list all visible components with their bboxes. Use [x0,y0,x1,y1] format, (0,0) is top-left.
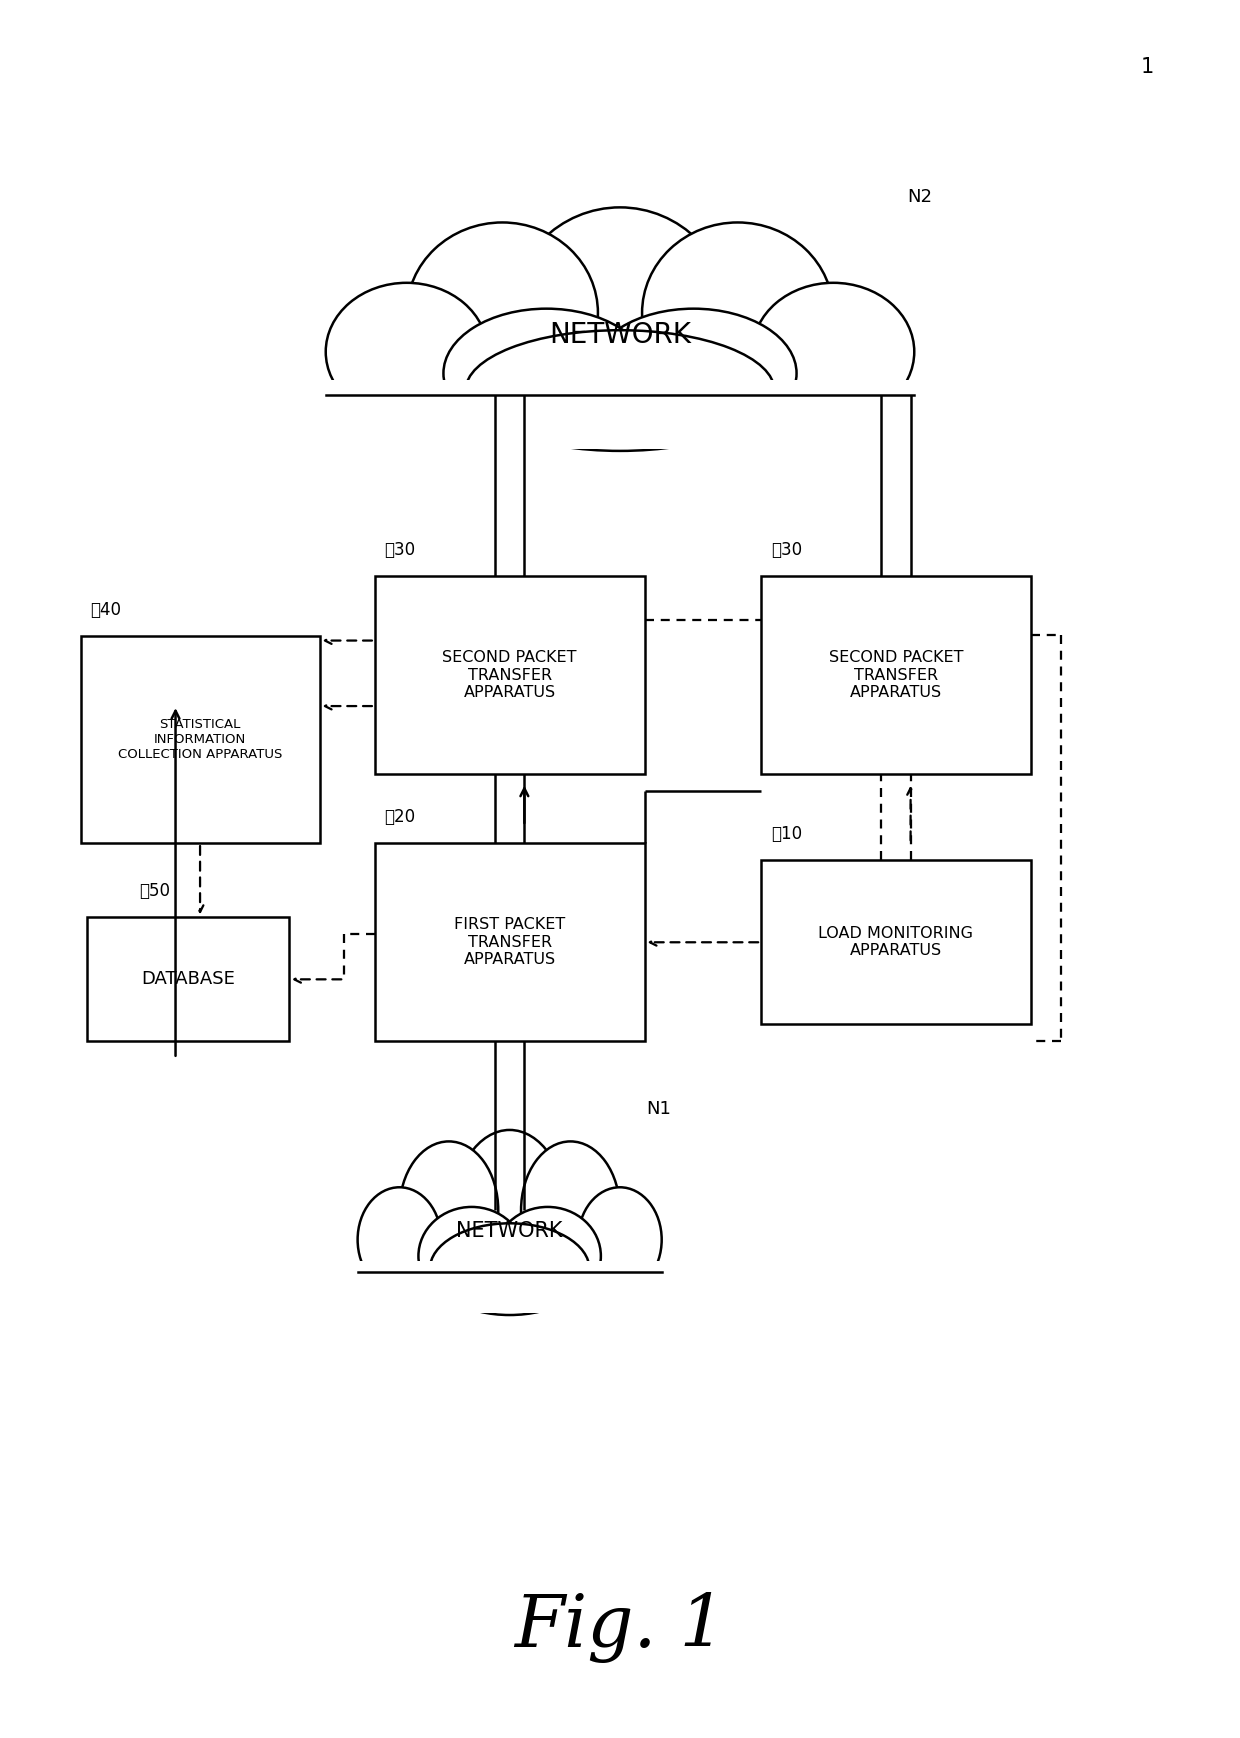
Text: 〈20: 〈20 [384,808,415,826]
Ellipse shape [326,283,487,421]
Ellipse shape [642,222,833,403]
Text: N1: N1 [646,1100,671,1118]
Text: SECOND PACKET
TRANSFER
APPARATUS: SECOND PACKET TRANSFER APPARATUS [828,650,963,700]
Text: 1: 1 [1141,57,1154,76]
Bar [374,575,645,773]
Ellipse shape [407,222,598,403]
Ellipse shape [590,309,796,438]
Ellipse shape [495,1206,601,1305]
Text: 〈30: 〈30 [384,541,415,558]
Ellipse shape [418,1206,525,1305]
Text: 〈30: 〈30 [771,541,802,558]
Text: NETWORK: NETWORK [456,1222,563,1241]
Ellipse shape [357,1187,441,1291]
Bar [761,575,1030,773]
Ellipse shape [521,1142,620,1279]
Text: LOAD MONITORING
APPARATUS: LOAD MONITORING APPARATUS [818,926,973,958]
Ellipse shape [578,1187,662,1291]
Ellipse shape [444,309,650,438]
Bar [270,381,970,448]
Ellipse shape [753,283,914,421]
Text: SECOND PACKET
TRANSFER
APPARATUS: SECOND PACKET TRANSFER APPARATUS [443,650,577,700]
Bar [374,843,645,1041]
Text: DATABASE: DATABASE [141,970,234,989]
Text: FIRST PACKET
TRANSFER
APPARATUS: FIRST PACKET TRANSFER APPARATUS [454,918,565,966]
Text: 〈10: 〈10 [771,826,802,843]
Text: 〈50: 〈50 [139,881,170,900]
Text: STATISTICAL
INFORMATION
COLLECTION APPARATUS: STATISTICAL INFORMATION COLLECTION APPAR… [118,718,283,761]
Ellipse shape [465,330,775,450]
Ellipse shape [399,1142,498,1279]
Ellipse shape [430,1224,589,1316]
Text: NETWORK: NETWORK [549,320,691,349]
Ellipse shape [453,1130,567,1300]
Bar [252,346,988,428]
Text: N2: N2 [906,188,932,205]
Bar [81,636,320,843]
Bar [320,1234,699,1297]
Bar [87,918,289,1041]
Text: 〈40: 〈40 [91,601,122,619]
Bar [761,860,1030,1024]
Text: Fig. 1: Fig. 1 [515,1592,725,1663]
Bar [329,1262,691,1314]
Ellipse shape [510,207,730,431]
